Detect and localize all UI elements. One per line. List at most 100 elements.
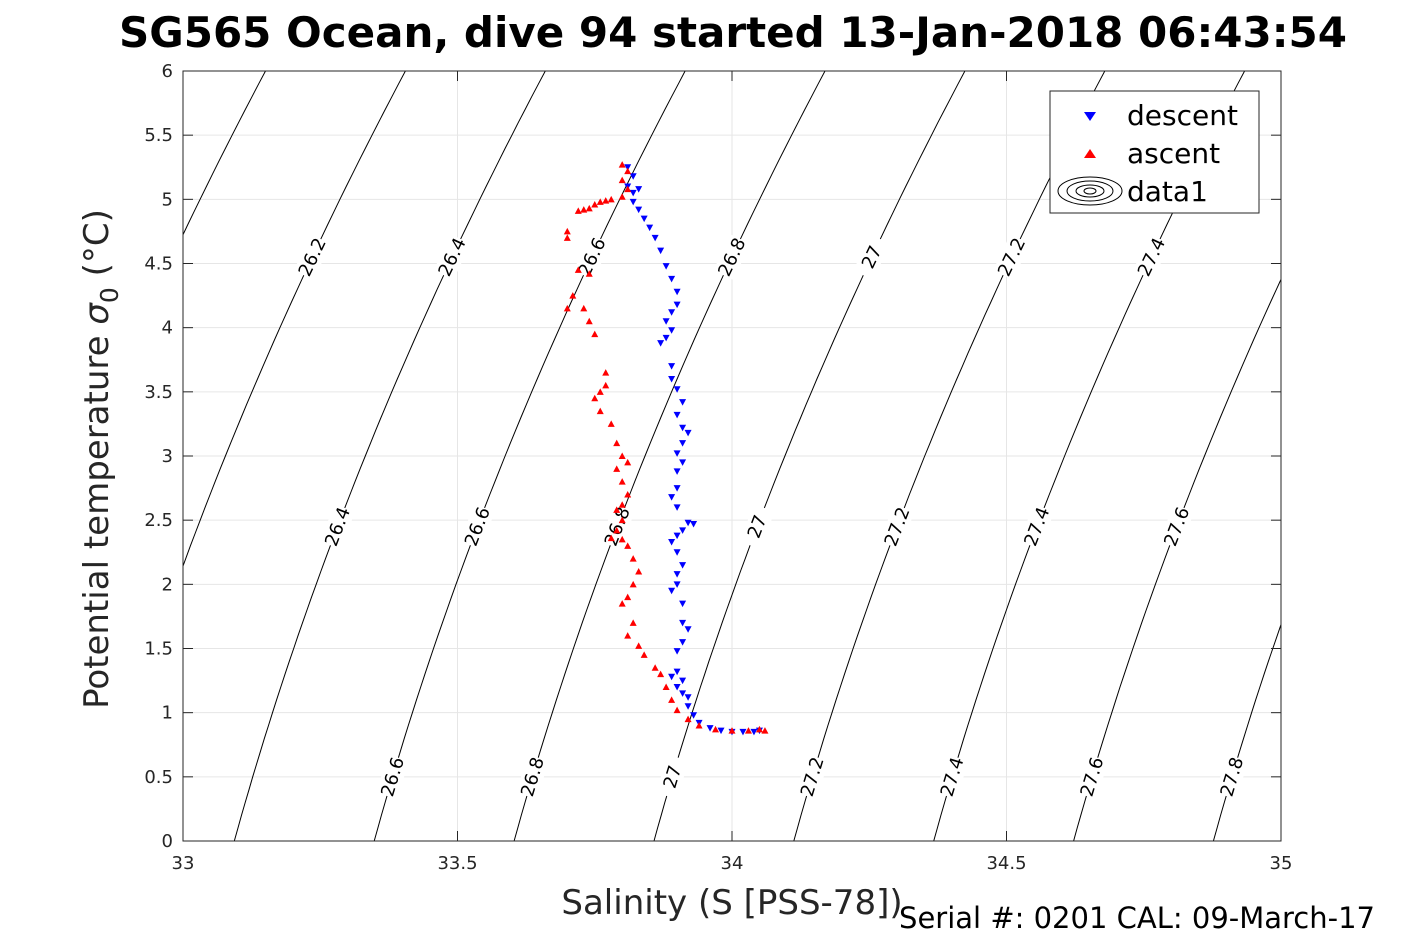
ascent-point [668, 696, 676, 703]
ascent-point [629, 555, 637, 562]
descent-point [673, 288, 681, 296]
x-tick-label: 35 [1270, 853, 1293, 874]
ascent-point [684, 715, 692, 723]
ascent-point [712, 725, 720, 733]
contour-label-bg [573, 234, 611, 280]
contour-label: 26.6 [574, 235, 610, 280]
descent-point [629, 198, 637, 206]
descent-point [662, 334, 670, 342]
contour-label: 26.4 [321, 504, 355, 549]
y-tick-label: 3 [162, 446, 173, 467]
contour-label-bg [293, 234, 331, 280]
ascent-point [607, 534, 615, 542]
contour-label-bg [993, 234, 1031, 280]
density-contour-line [653, 71, 966, 841]
contour-label-bg [1019, 503, 1055, 550]
density-contour-line [1346, 45, 1417, 866]
ascent-point [755, 725, 763, 733]
y-axis-label-text: Potential temperature σ0 (°C) [77, 209, 124, 709]
descent-point [668, 275, 676, 283]
descent-point [673, 411, 681, 419]
descent-point [679, 677, 687, 685]
ascent-point [563, 304, 571, 312]
descent-point [640, 215, 648, 223]
ascent-point [635, 642, 643, 649]
ascent-point [618, 452, 626, 459]
y-tick-label: 4.5 [144, 254, 173, 275]
ascent-point [596, 198, 604, 205]
ascent-point [673, 706, 681, 714]
ascent-point [629, 619, 637, 626]
legend: descent ascent data1 [1049, 90, 1260, 214]
descent-point [717, 727, 725, 735]
ascent-point [629, 580, 637, 588]
contour-label-bg [656, 754, 689, 800]
ascent-point [624, 185, 632, 193]
y-axis-label-unit: (°C) [77, 209, 117, 276]
descent-point [673, 571, 681, 578]
y-axis-label: Potential temperature σ0 (°C) [77, 209, 124, 709]
descent-point [673, 581, 681, 588]
legend-contour-icon [1057, 176, 1123, 206]
contour-label-bg [795, 754, 829, 800]
descent-point [657, 247, 665, 255]
ascent-point [591, 394, 599, 402]
density-contour-line [183, 71, 406, 568]
descent-point [635, 186, 643, 193]
x-tick-label: 34.5 [986, 853, 1026, 874]
ascent-point [569, 292, 577, 299]
contour-label-bg [935, 754, 969, 800]
ascent-point [596, 407, 604, 415]
descent-point [673, 485, 681, 492]
contour-label-bg [1075, 754, 1109, 800]
descent-point [679, 690, 687, 697]
ascent-point [563, 234, 571, 241]
x-tick-label: 34 [721, 853, 744, 874]
density-contour-line [0, 45, 139, 866]
chart-title: SG565 Ocean, dive 94 started 13-Jan-2018… [119, 8, 1347, 57]
contour-label-bg [853, 234, 891, 280]
contour-label: 26.6 [461, 504, 495, 549]
legend-descent-label: descent [1127, 99, 1238, 132]
x-axis-label: Salinity (S [PSS-78]) [561, 883, 902, 923]
contour-label: 27.2 [994, 235, 1030, 280]
ascent-point [640, 651, 648, 658]
contour-label-bg [879, 504, 915, 550]
descent-point [668, 363, 676, 370]
descent-point [673, 504, 681, 511]
descent-point [684, 429, 692, 437]
ascent-point [618, 161, 626, 168]
ascent-point [613, 506, 621, 513]
contour-label-bg [1132, 234, 1171, 280]
ascent-point [591, 200, 599, 208]
ascent-point [618, 193, 626, 200]
descent-point [673, 684, 681, 691]
y-axis-ticks: 0 0.5 1 1.5 2 2.5 3 3.5 4 4.5 5 5.5 6 [144, 61, 1281, 852]
contour-label: 26.4 [434, 235, 470, 280]
y-tick-label: 5 [162, 189, 173, 210]
ascent-point [585, 204, 593, 212]
ascent-point [585, 317, 593, 325]
legend-ascent-label: ascent [1127, 137, 1220, 170]
descent-point [690, 712, 698, 719]
descent-point [657, 340, 665, 347]
y-tick-label: 5.5 [144, 125, 173, 146]
descent-point [679, 440, 687, 447]
descent-point [679, 600, 687, 608]
descent-point [668, 538, 676, 546]
descent-point [673, 386, 681, 393]
density-contour-line [1073, 278, 1281, 841]
descent-point [739, 728, 747, 736]
descent-point [668, 309, 676, 316]
y-tick-label: 6 [162, 61, 173, 82]
y-tick-label: 2 [162, 574, 173, 595]
descent-point [750, 728, 758, 736]
legend-ascent-marker [1084, 149, 1096, 158]
ascent-point [618, 600, 626, 607]
contour-label: 27.4 [1020, 504, 1054, 549]
contour-label: 26.8 [714, 235, 750, 280]
ascent-point [613, 439, 621, 447]
ascent-point [618, 516, 626, 524]
descent-point [679, 619, 687, 627]
